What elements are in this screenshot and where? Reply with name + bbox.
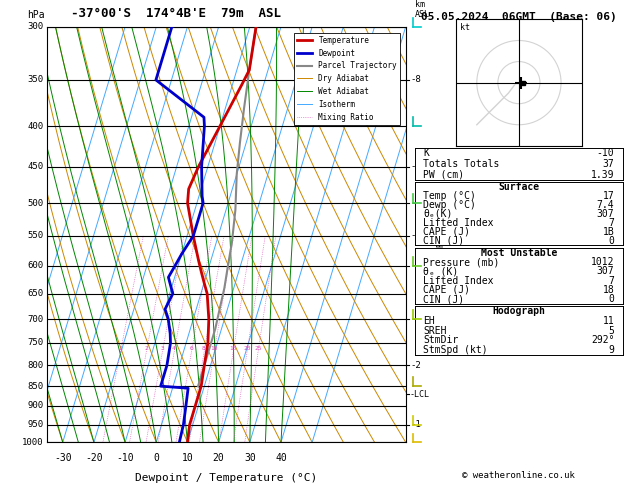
Text: K: K: [423, 149, 430, 158]
Text: 10: 10: [182, 452, 193, 463]
Text: 40: 40: [275, 452, 287, 463]
Text: km
ASL: km ASL: [415, 0, 430, 19]
Text: 400: 400: [28, 122, 43, 131]
Text: Surface: Surface: [498, 182, 540, 192]
Text: 7.4: 7.4: [597, 200, 615, 210]
Text: 17: 17: [603, 191, 615, 201]
Text: 700: 700: [28, 314, 43, 324]
Text: -LCL: -LCL: [410, 390, 430, 399]
Text: Lifted Index: Lifted Index: [423, 276, 494, 286]
Text: -20: -20: [85, 452, 103, 463]
Text: Dewp (°C): Dewp (°C): [423, 200, 476, 210]
Text: StmDir: StmDir: [423, 335, 459, 346]
Text: 850: 850: [28, 382, 43, 391]
Text: Most Unstable: Most Unstable: [481, 248, 557, 258]
Text: StmSpd (kt): StmSpd (kt): [423, 345, 488, 355]
Text: 6: 6: [189, 346, 193, 351]
Text: 10: 10: [210, 346, 218, 351]
Text: CIN (J): CIN (J): [423, 236, 465, 246]
Text: 500: 500: [28, 199, 43, 208]
Text: Temp (°C): Temp (°C): [423, 191, 476, 201]
Text: 750: 750: [28, 338, 43, 347]
Text: 3: 3: [160, 346, 164, 351]
Text: -2: -2: [410, 361, 421, 370]
Text: -8: -8: [410, 75, 421, 85]
Text: 1.39: 1.39: [591, 170, 615, 179]
Text: 9: 9: [608, 345, 615, 355]
Text: 5: 5: [608, 326, 615, 336]
Text: -10: -10: [116, 452, 134, 463]
Text: © weatheronline.co.uk: © weatheronline.co.uk: [462, 471, 576, 480]
Text: 550: 550: [28, 231, 43, 241]
Text: 307: 307: [597, 266, 615, 277]
Text: 4: 4: [172, 346, 176, 351]
Text: 1B: 1B: [603, 227, 615, 237]
Text: -6: -6: [410, 199, 421, 208]
Text: CAPE (J): CAPE (J): [423, 227, 470, 237]
Text: 1000: 1000: [22, 438, 43, 447]
Legend: Temperature, Dewpoint, Parcel Trajectory, Dry Adiabat, Wet Adiabat, Isotherm, Mi: Temperature, Dewpoint, Parcel Trajectory…: [294, 33, 400, 124]
Text: 25: 25: [254, 346, 262, 351]
Text: -3: -3: [410, 314, 421, 324]
Text: 0: 0: [608, 294, 615, 304]
Text: 20: 20: [213, 452, 225, 463]
Text: θₑ (K): θₑ (K): [423, 266, 459, 277]
Text: 0: 0: [608, 236, 615, 246]
Text: 8: 8: [202, 346, 206, 351]
Text: 20: 20: [243, 346, 250, 351]
Text: 950: 950: [28, 420, 43, 429]
Text: 600: 600: [28, 261, 43, 270]
Text: 15: 15: [229, 346, 237, 351]
Text: 800: 800: [28, 361, 43, 370]
Text: 900: 900: [28, 401, 43, 410]
Text: -10: -10: [597, 149, 615, 158]
Text: 300: 300: [28, 22, 43, 31]
Text: CAPE (J): CAPE (J): [423, 285, 470, 295]
Text: SREH: SREH: [423, 326, 447, 336]
Text: PW (cm): PW (cm): [423, 170, 465, 179]
Text: kt: kt: [460, 23, 470, 32]
Text: 450: 450: [28, 162, 43, 171]
Text: Totals Totals: Totals Totals: [423, 159, 500, 169]
Text: -1: -1: [410, 420, 421, 429]
Text: θₑ(K): θₑ(K): [423, 209, 453, 219]
Text: 350: 350: [28, 75, 43, 85]
Text: 0: 0: [153, 452, 159, 463]
Text: -37°00'S  174°4B'E  79m  ASL: -37°00'S 174°4B'E 79m ASL: [71, 7, 281, 20]
Text: -30: -30: [54, 452, 72, 463]
Text: -7: -7: [410, 162, 421, 171]
Text: hPa: hPa: [28, 11, 45, 20]
Text: Lifted Index: Lifted Index: [423, 218, 494, 228]
Text: 307: 307: [597, 209, 615, 219]
Text: Dewpoint / Temperature (°C): Dewpoint / Temperature (°C): [135, 473, 318, 484]
Text: 1012: 1012: [591, 257, 615, 267]
Text: 05.05.2024  06GMT  (Base: 06): 05.05.2024 06GMT (Base: 06): [421, 12, 617, 22]
Text: Mixing Ratio (g/kg): Mixing Ratio (g/kg): [437, 187, 446, 282]
Text: EH: EH: [423, 316, 435, 326]
Text: 18: 18: [603, 285, 615, 295]
Text: CIN (J): CIN (J): [423, 294, 465, 304]
Text: 30: 30: [244, 452, 256, 463]
Text: -5: -5: [410, 231, 421, 241]
Text: Pressure (mb): Pressure (mb): [423, 257, 500, 267]
Text: -4: -4: [410, 261, 421, 270]
Text: 37: 37: [603, 159, 615, 169]
Text: 7: 7: [608, 276, 615, 286]
Text: 2: 2: [144, 346, 148, 351]
Text: 650: 650: [28, 289, 43, 298]
Text: Hodograph: Hodograph: [493, 306, 545, 316]
Text: 292°: 292°: [591, 335, 615, 346]
Text: 1: 1: [118, 346, 122, 351]
Text: 11: 11: [603, 316, 615, 326]
Text: 7: 7: [608, 218, 615, 228]
